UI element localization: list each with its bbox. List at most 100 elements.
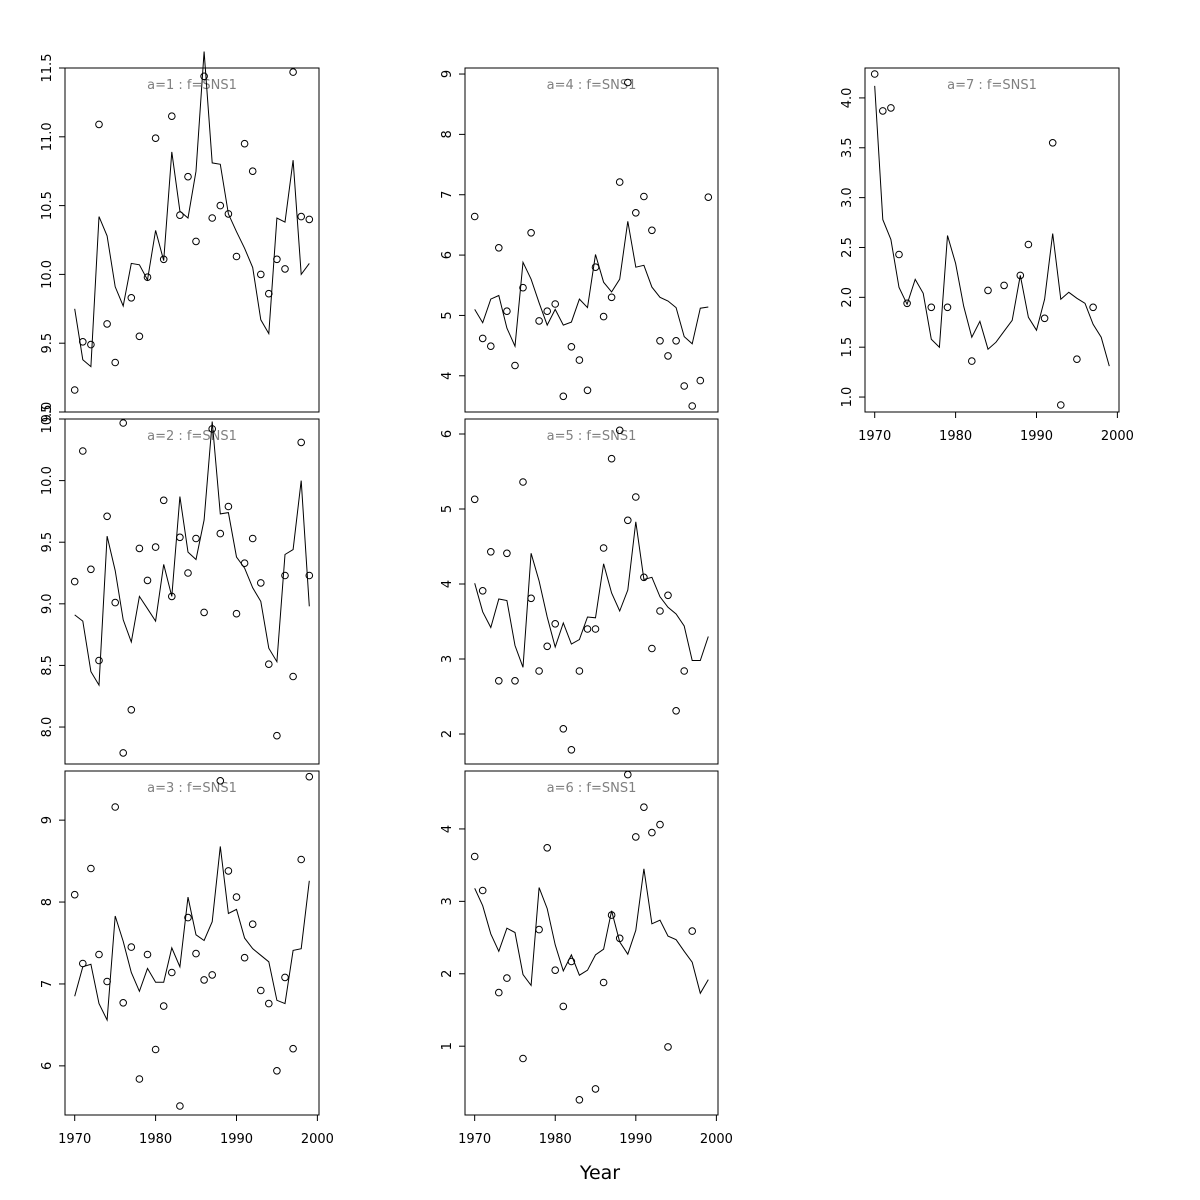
y-tick-label: 3.0 bbox=[840, 187, 855, 208]
observed-point bbox=[527, 594, 535, 603]
observed-point bbox=[527, 229, 535, 237]
observed-point bbox=[648, 828, 656, 837]
observed-point bbox=[273, 1067, 281, 1075]
x-tick-label: 1990 bbox=[220, 1132, 253, 1147]
observed-point bbox=[184, 172, 192, 181]
fitted-line bbox=[74, 421, 310, 687]
observed-point bbox=[87, 340, 95, 349]
y-tick-label: 4.0 bbox=[840, 88, 855, 109]
y-tick-label: 5 bbox=[440, 505, 455, 513]
observed-point bbox=[470, 212, 479, 221]
observed-point bbox=[879, 107, 887, 115]
observed-point bbox=[688, 402, 697, 410]
y-tick-label: 8.0 bbox=[40, 717, 55, 738]
observed-point bbox=[192, 237, 200, 246]
observed-point bbox=[232, 893, 241, 901]
observed-point bbox=[575, 667, 584, 675]
observed-point bbox=[70, 577, 79, 586]
observed-point bbox=[1057, 401, 1065, 409]
observed-point bbox=[1040, 314, 1049, 323]
observed-point bbox=[591, 263, 600, 272]
plot-frame bbox=[64, 770, 320, 1116]
observed-point bbox=[176, 533, 184, 542]
observed-point bbox=[127, 294, 136, 302]
observed-point bbox=[224, 502, 233, 511]
observed-point bbox=[265, 999, 273, 1008]
observed-point bbox=[232, 252, 241, 261]
observed-point bbox=[903, 299, 911, 308]
observed-point bbox=[248, 920, 257, 929]
y-tick-label: 8 bbox=[440, 130, 455, 138]
y-tick-label: 10.5 bbox=[40, 191, 55, 220]
y-tick-label: 3 bbox=[440, 897, 455, 905]
observed-point bbox=[567, 343, 576, 351]
observed-point bbox=[79, 338, 87, 346]
y-tick-label: 3.5 bbox=[840, 137, 855, 158]
observed-point bbox=[656, 820, 664, 829]
y-tick-label: 2 bbox=[440, 970, 455, 978]
y-tick-label: 2.0 bbox=[840, 287, 855, 308]
observed-point bbox=[511, 677, 519, 685]
observed-point bbox=[273, 731, 281, 740]
observed-point bbox=[208, 214, 216, 222]
observed-point bbox=[1000, 281, 1008, 290]
y-tick-label: 11.0 bbox=[40, 122, 55, 151]
observed-point bbox=[79, 959, 87, 968]
observed-point bbox=[551, 966, 560, 975]
observed-point bbox=[1048, 139, 1057, 147]
observed-point bbox=[543, 844, 552, 852]
observed-point bbox=[103, 320, 111, 328]
observed-point bbox=[599, 978, 608, 987]
observed-point bbox=[968, 357, 976, 365]
observed-point bbox=[119, 749, 127, 757]
observed-point bbox=[632, 833, 640, 841]
observed-point bbox=[257, 986, 265, 995]
observed-point bbox=[664, 591, 672, 600]
observed-point bbox=[519, 478, 527, 486]
observed-point bbox=[127, 943, 136, 951]
observed-point bbox=[591, 1085, 600, 1093]
observed-point bbox=[478, 334, 487, 343]
observed-point bbox=[305, 571, 314, 580]
observed-point bbox=[632, 493, 640, 501]
observed-point bbox=[151, 1045, 160, 1054]
observed-point bbox=[159, 496, 168, 505]
observed-point bbox=[567, 957, 576, 966]
observed-point bbox=[519, 1054, 527, 1063]
observed-point bbox=[551, 620, 560, 628]
observed-point bbox=[607, 454, 616, 463]
panel-title: a=7 : f=SNS1 bbox=[947, 78, 1037, 93]
panel-1: a=1 : f=SNS1 9.0 9.5 10.0 10.5 11.0 11.5 bbox=[40, 51, 320, 427]
plot-frame bbox=[64, 67, 320, 413]
observed-point bbox=[664, 1043, 672, 1051]
fitted-line bbox=[474, 221, 709, 349]
observed-point bbox=[289, 1044, 297, 1053]
observed-point bbox=[656, 337, 664, 345]
observed-point bbox=[111, 358, 119, 367]
observed-point bbox=[559, 725, 568, 733]
observed-point bbox=[487, 548, 495, 556]
y-tick-label: 9.0 bbox=[40, 593, 55, 614]
observed-point bbox=[656, 607, 664, 615]
observed-point bbox=[624, 516, 632, 525]
observed-point bbox=[984, 286, 992, 295]
observed-point bbox=[559, 1002, 568, 1011]
observed-point bbox=[599, 544, 608, 552]
observed-point bbox=[168, 112, 176, 120]
plot-frame bbox=[64, 418, 320, 765]
x-tick-label: 2000 bbox=[1101, 429, 1134, 444]
y-tick-label: 7 bbox=[40, 980, 55, 988]
observed-point bbox=[640, 192, 648, 201]
fitted-line bbox=[74, 846, 310, 1022]
observed-point bbox=[135, 1075, 144, 1083]
observed-point bbox=[184, 913, 192, 922]
observed-point bbox=[305, 772, 314, 781]
observed-point bbox=[599, 312, 608, 321]
observed-point bbox=[591, 625, 600, 633]
observed-point bbox=[672, 707, 680, 715]
observed-point bbox=[248, 534, 257, 543]
observed-point bbox=[87, 565, 95, 574]
observed-point bbox=[208, 425, 216, 433]
observed-point bbox=[535, 925, 543, 934]
